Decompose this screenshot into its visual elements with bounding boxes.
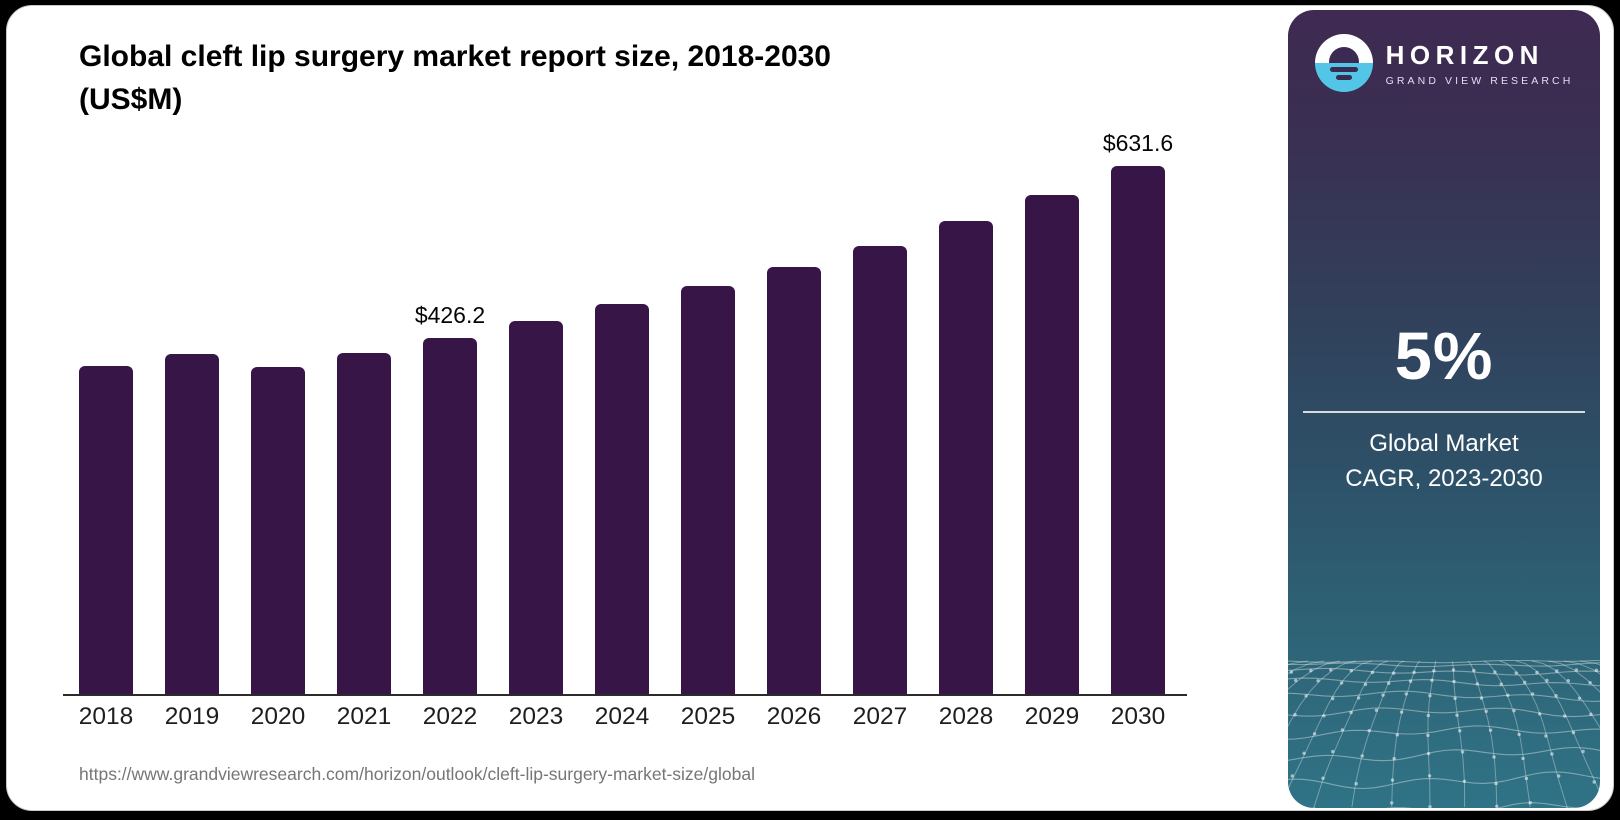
bar-2026: [767, 267, 821, 695]
source-url: https://www.grandviewresearch.com/horizo…: [79, 764, 755, 784]
chart-title-line1: Global cleft lip surgery market report s…: [79, 40, 831, 73]
x-axis-label-2029: 2029: [1024, 703, 1080, 730]
x-axis-labels: 2018 2019 2020 2021 2022 2023 2024 2025 2026 2027…: [63, 703, 1181, 731]
stat-divider: [1303, 411, 1585, 413]
x-axis-label-2027: 2027: [852, 703, 908, 730]
report-card: Global cleft lip surgery market report s…: [6, 5, 1614, 811]
horizon-logo-icon: [1314, 34, 1373, 92]
bar-2023: [509, 321, 563, 695]
brand-text: HORIZON GRAND VIEW RESEARCH: [1386, 40, 1574, 87]
x-axis-label-2021: 2021: [336, 703, 392, 730]
brand-header: HORIZON GRAND VIEW RESEARCH: [1288, 34, 1600, 92]
x-axis-label-2023: 2023: [508, 703, 564, 730]
x-axis-label-2026: 2026: [766, 703, 822, 730]
cagr-caption: Global Market CAGR, 2023-2030: [1288, 427, 1600, 497]
bar-2022: [423, 338, 477, 695]
bar-2027: [853, 246, 907, 695]
x-axis-label-2019: 2019: [164, 703, 220, 730]
bar-2029: [1025, 195, 1079, 695]
x-axis-label-2022: 2022: [422, 703, 478, 730]
bar-2018: [79, 366, 133, 695]
logo-sun-icon: [1328, 47, 1359, 63]
bar-2019: [165, 354, 219, 695]
x-axis-label-2025: 2025: [680, 703, 736, 730]
x-axis-label-2028: 2028: [938, 703, 994, 730]
x-axis-label-2030: 2030: [1110, 703, 1166, 730]
x-axis-label-2018: 2018: [78, 703, 134, 730]
wireframe-mesh-decoration: [1288, 660, 1600, 808]
cagr-caption-line1: Global Market: [1369, 430, 1519, 457]
bar-2024: [595, 304, 649, 695]
x-axis-label-2024: 2024: [594, 703, 650, 730]
x-axis-label-2020: 2020: [250, 703, 306, 730]
chart-title: Global cleft lip surgery market report s…: [79, 36, 1069, 121]
chart-title-line2: (US$M): [79, 82, 183, 116]
cagr-caption-line2: CAGR, 2023-2030: [1345, 464, 1543, 492]
bar-value-label-2022: $426.2: [414, 302, 486, 328]
brand-sidebar: HORIZON GRAND VIEW RESEARCH 5% Global Ma…: [1288, 10, 1600, 808]
bar-2030: [1111, 166, 1165, 695]
bar-2028: [939, 221, 993, 695]
brand-tagline: GRAND VIEW RESEARCH: [1385, 74, 1574, 87]
cagr-stat: 5% Global Market CAGR, 2023-2030: [1288, 318, 1600, 497]
bar-value-label-2030: $631.6: [1102, 130, 1174, 156]
bar-2025: [681, 286, 735, 695]
bar-2020: [251, 367, 305, 695]
bar-chart: $426.2 $631.6: [63, 126, 1181, 695]
bar-2021: [337, 353, 391, 695]
x-axis-line: [63, 694, 1187, 696]
brand-name: HORIZON: [1385, 39, 1544, 70]
cagr-value: 5%: [1394, 319, 1494, 394]
